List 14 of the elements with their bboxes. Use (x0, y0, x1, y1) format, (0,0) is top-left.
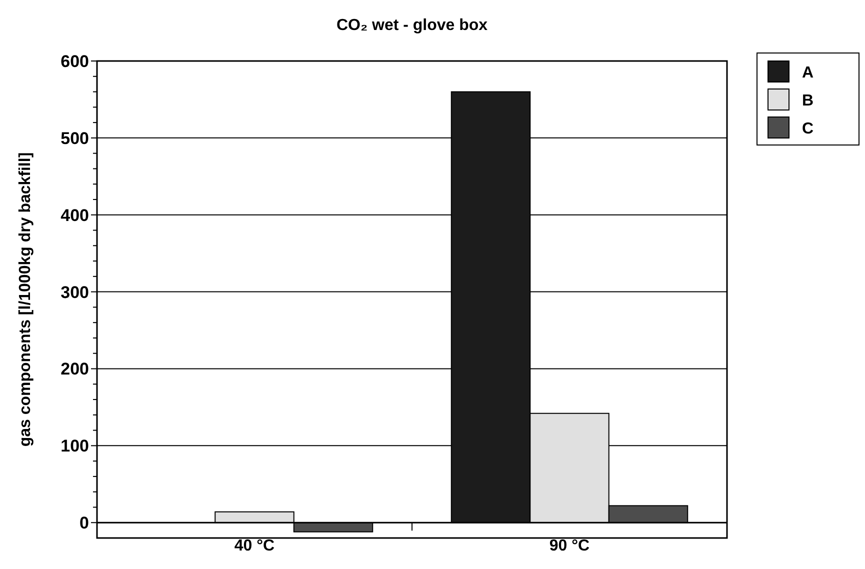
chart-title: CO₂ wet - glove box (336, 17, 488, 34)
y-tick-label: 300 (60, 282, 89, 302)
y-tick-label: 200 (60, 360, 89, 379)
y-tick-label: 500 (60, 128, 89, 148)
legend-label: A (802, 64, 814, 82)
y-tick-label: 600 (60, 52, 89, 71)
y-axis-title: gas components [l/1000kg dry backfill] (17, 152, 34, 447)
x-tick-label: 40 °C (234, 538, 276, 555)
legend-label: C (802, 120, 814, 138)
y-tick-label: 400 (60, 206, 89, 225)
legend-label: B (802, 92, 814, 110)
y-tick-label: 100 (60, 436, 89, 456)
y-tick-label: 0 (80, 514, 89, 533)
x-tick-label: 90 °C (549, 538, 590, 555)
